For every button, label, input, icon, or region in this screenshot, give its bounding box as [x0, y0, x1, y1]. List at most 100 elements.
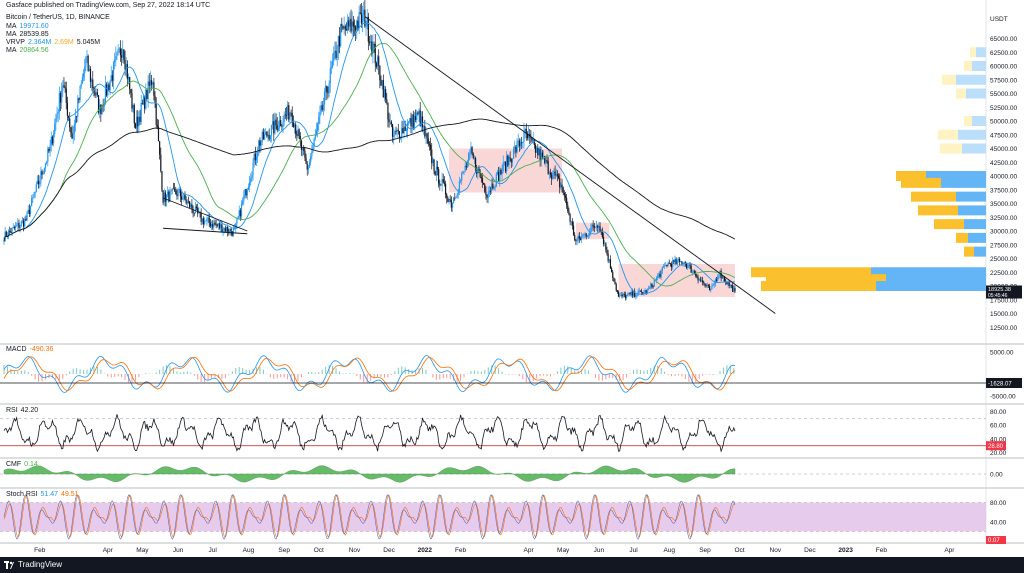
stoch-d-line [3, 494, 736, 538]
volume-profile-bar-down [964, 61, 972, 71]
candle-body [97, 95, 100, 113]
candle-body [424, 126, 426, 137]
candle-body [664, 265, 666, 267]
candle-body [122, 49, 124, 58]
macd-legend[interactable]: MACD -490.36 [6, 346, 56, 353]
candle-body [464, 165, 466, 172]
candle-body [228, 231, 230, 233]
candle-body [139, 116, 141, 122]
x-tick-label: Apr [524, 547, 535, 554]
candle-body [572, 225, 575, 235]
candle-body [177, 189, 179, 196]
candle-body [91, 79, 93, 82]
macd-histogram-bar [311, 371, 313, 374]
candle-body [127, 76, 130, 80]
candle-body [668, 262, 670, 264]
macd-histogram-bar [553, 374, 555, 375]
macd-histogram-bar [41, 374, 43, 382]
candle-body [195, 206, 198, 209]
candle-body [35, 184, 37, 192]
price-tag-value: 18925.38 [988, 287, 1011, 293]
macd-histogram-bar [131, 374, 133, 383]
candle-body [77, 98, 79, 117]
candle-body [337, 36, 339, 53]
macd-histogram-bar [114, 374, 116, 377]
legend-ma-fast[interactable]: MA 19971.60 [6, 23, 52, 30]
candle-body [466, 161, 469, 168]
candle-body [642, 292, 644, 295]
candle-body [507, 155, 509, 166]
candle-body [661, 266, 663, 271]
candle-body [431, 149, 433, 164]
price-tag-box [986, 285, 1022, 299]
candle-body [389, 121, 391, 123]
candle-body [616, 290, 618, 292]
y-tick-label: 50000.00 [990, 119, 1017, 126]
footer-bar: TradingView [0, 557, 1024, 573]
volume-profile-bar-up [964, 219, 986, 230]
candle-body [401, 128, 403, 139]
cmf-legend[interactable]: CMF 0.14 [6, 461, 41, 468]
candle-body [712, 285, 714, 286]
candle-body [244, 189, 246, 196]
candle-body [562, 187, 564, 193]
candle-body [138, 116, 140, 127]
candle-body [329, 68, 331, 84]
candle-body [599, 226, 601, 232]
candle-body [473, 158, 475, 159]
candle-body [229, 228, 231, 233]
macd-histogram-bar [138, 374, 140, 378]
candle-body [591, 224, 593, 229]
candle-body [607, 253, 609, 262]
macd-histogram-bar [581, 369, 583, 374]
candle-body [567, 205, 569, 212]
macd-histogram-bar [726, 365, 728, 374]
legend-ma-mid[interactable]: MA 20864.56 [6, 47, 52, 54]
macd-histogram-bar [660, 367, 662, 374]
candle-body [330, 66, 333, 69]
candle-body [585, 233, 587, 237]
rsi-tick-label: 20.00 [990, 450, 1007, 457]
candle-body [88, 68, 90, 71]
legend-ma-slow[interactable]: MA 28539.85 [6, 31, 52, 38]
candle-body [449, 199, 451, 201]
candle-body [500, 169, 502, 174]
candle-body [682, 264, 684, 265]
trendline [364, 16, 776, 314]
legend-vrvp[interactable]: VRVP 2.364M 2.69M 5.045M [6, 39, 103, 46]
macd-histogram-bar [636, 369, 638, 374]
stoch-legend[interactable]: Stoch RSI 51.47 49.51 [6, 491, 82, 498]
x-tick-label: Oct [314, 547, 324, 554]
cmf-area [3, 465, 736, 483]
rsi-tick-label: 40.00 [990, 436, 1007, 443]
candle-body [21, 220, 24, 222]
candle-body [703, 282, 705, 284]
macd-histogram-bar [643, 370, 645, 374]
candle-body [185, 199, 187, 204]
volume-profile-bar-up [941, 177, 986, 188]
x-tick-label: Oct [735, 547, 745, 554]
candle-body [293, 124, 296, 127]
candle-body [413, 116, 416, 128]
candle-body [117, 48, 119, 53]
candle-body [352, 21, 354, 27]
candle-body [79, 85, 81, 100]
candle-body [570, 221, 572, 223]
candle-body [51, 136, 54, 144]
macd-histogram-bar [598, 374, 600, 381]
macd-histogram-bar [238, 367, 240, 374]
legend-value: 2.364M [27, 39, 52, 46]
candle-body [20, 221, 22, 226]
candle-body [242, 201, 244, 204]
candle-body [680, 261, 682, 262]
candle-body [481, 178, 484, 183]
candle-body [80, 83, 82, 86]
candle-body [381, 80, 383, 86]
candle-body [655, 277, 658, 281]
volume-profile-bar-down [964, 116, 972, 126]
candle-body [386, 99, 388, 103]
candle-body [331, 61, 334, 67]
rsi-legend[interactable]: RSI 42.20 [6, 407, 41, 414]
candle-body [450, 200, 452, 208]
trendline [163, 227, 248, 235]
